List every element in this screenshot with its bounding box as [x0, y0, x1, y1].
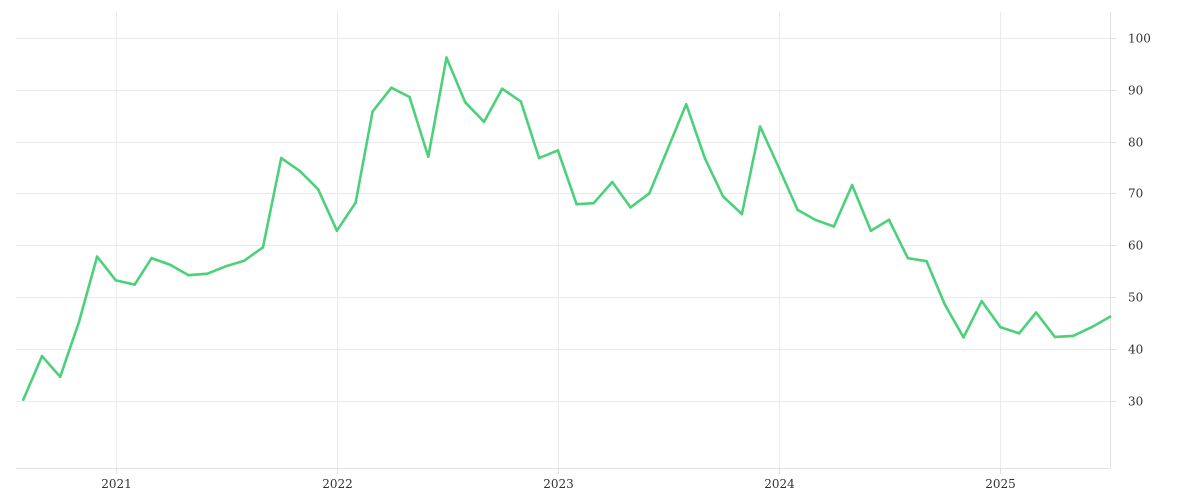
data-point — [887, 218, 891, 222]
data-point — [261, 246, 265, 249]
data-point — [1053, 335, 1057, 339]
data-point — [943, 303, 946, 306]
y-tick-label-70: 70 — [1128, 187, 1143, 201]
data-point — [1071, 334, 1075, 338]
y-tick-label-90: 90 — [1128, 84, 1143, 98]
data-point — [298, 169, 302, 173]
data-point — [980, 299, 983, 303]
data-point — [906, 256, 910, 260]
data-point — [22, 398, 25, 401]
data-point — [611, 180, 614, 184]
data-point — [684, 102, 688, 106]
data-point — [648, 192, 651, 195]
data-point — [133, 283, 136, 286]
data-point — [629, 206, 632, 209]
x-tick-label-2023: 2023 — [543, 477, 574, 491]
data-point — [703, 157, 707, 160]
data-point — [354, 201, 357, 204]
data-point — [758, 125, 762, 128]
data-point — [500, 87, 504, 90]
data-point — [1090, 325, 1094, 329]
data-point — [482, 120, 486, 124]
data-point — [869, 229, 873, 232]
data-point — [556, 149, 560, 152]
data-point — [390, 86, 393, 89]
data-point — [445, 56, 448, 59]
data-point — [58, 375, 62, 379]
data-point — [463, 100, 467, 104]
data-point — [721, 195, 725, 198]
y-tick-label-40: 40 — [1128, 343, 1143, 357]
data-point — [575, 202, 578, 206]
x-tick-label-2022: 2022 — [322, 477, 353, 491]
data-point — [777, 166, 781, 169]
series-layer — [22, 56, 1112, 401]
data-point — [206, 272, 209, 276]
data-point — [279, 156, 283, 160]
data-point — [77, 320, 81, 324]
data-point — [999, 325, 1002, 329]
data-point — [537, 156, 541, 160]
y-tick-label-60: 60 — [1128, 239, 1143, 253]
data-point — [850, 183, 854, 187]
data-point — [592, 201, 595, 205]
data-point — [427, 155, 430, 158]
y-tick-label-30: 30 — [1128, 395, 1143, 409]
data-point — [40, 354, 44, 358]
x-tick-label-2025: 2025 — [985, 477, 1016, 491]
axes — [16, 12, 1116, 474]
x-tick-label-2024: 2024 — [764, 477, 795, 491]
grid — [16, 12, 1110, 468]
tick-labels: 30 40 50 60 70 80 90 100 2021 2022 2023 2024 2025 — [101, 32, 1151, 492]
data-point — [962, 336, 965, 339]
y-tick-label-100: 100 — [1128, 32, 1151, 46]
data-point — [519, 100, 523, 103]
data-point — [796, 208, 799, 212]
series-line-0 — [22, 56, 1112, 401]
y-tick-label-80: 80 — [1128, 136, 1143, 150]
data-point — [408, 95, 411, 99]
data-point — [1017, 332, 1021, 335]
data-point — [371, 110, 374, 113]
data-point — [925, 259, 928, 263]
data-point — [316, 187, 320, 191]
data-point — [335, 229, 339, 232]
data-point — [169, 263, 172, 267]
data-point — [1034, 311, 1038, 314]
data-point — [114, 279, 118, 282]
data-point — [187, 273, 190, 277]
x-tick-label-2021: 2021 — [101, 477, 132, 491]
data-point — [95, 255, 99, 258]
data-point — [150, 256, 153, 260]
data-point — [1108, 315, 1112, 319]
data-point — [224, 265, 227, 268]
data-point — [813, 218, 817, 222]
data-point — [740, 212, 744, 216]
data-point — [832, 225, 836, 228]
data-point — [666, 148, 669, 152]
y-tick-label-50: 50 — [1128, 291, 1143, 305]
data-point — [242, 259, 246, 263]
